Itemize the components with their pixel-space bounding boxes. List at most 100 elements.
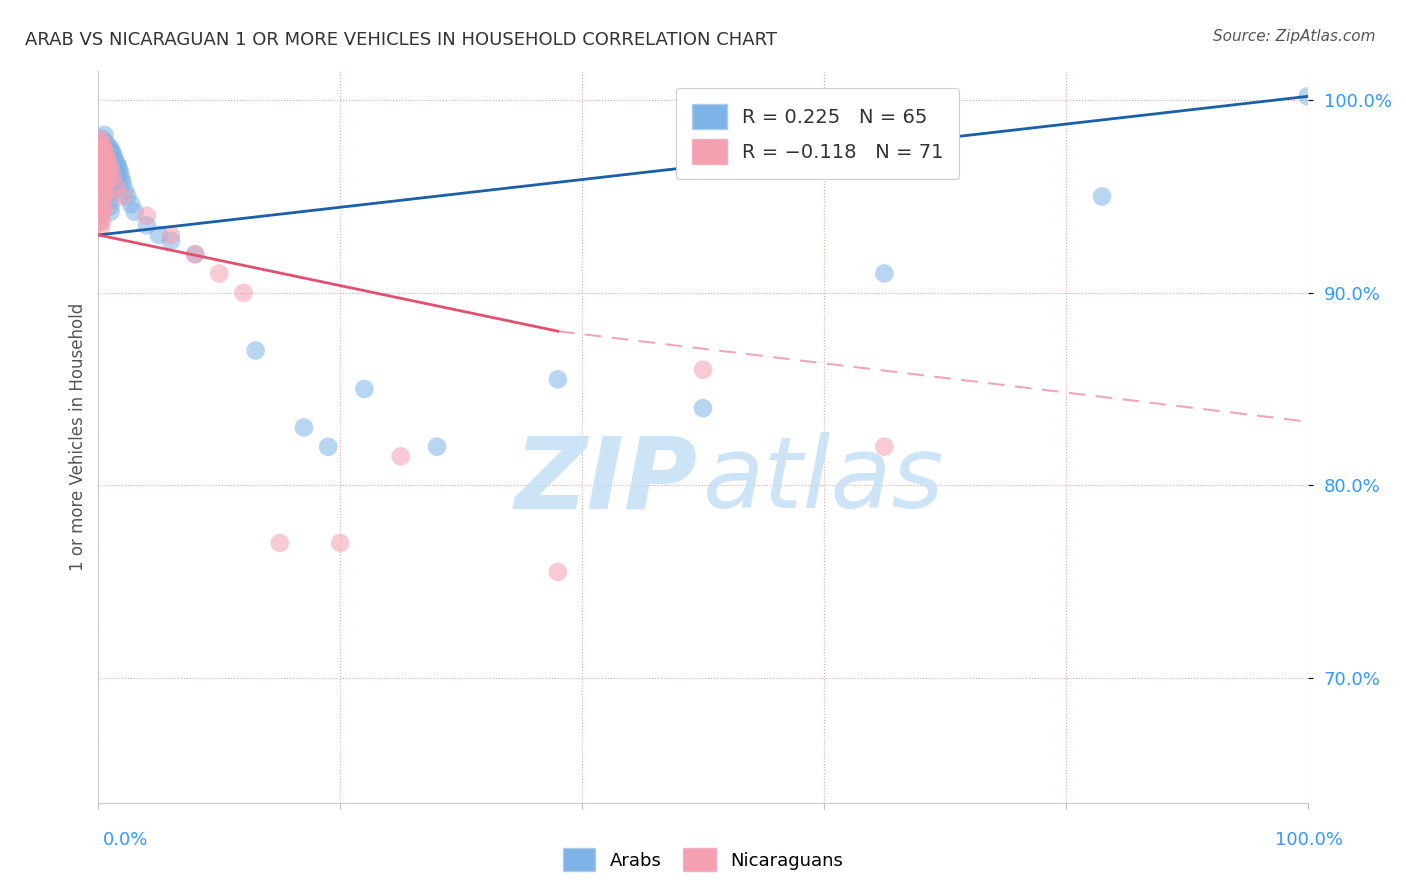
Point <box>96 162 118 177</box>
Point <box>100 178 122 192</box>
Point <box>98 170 121 185</box>
Point <box>94 159 117 173</box>
Point <box>389 450 412 464</box>
Point <box>160 234 183 248</box>
Point <box>100 162 122 177</box>
Point <box>87 216 110 230</box>
Point <box>110 172 132 186</box>
Point <box>93 178 115 192</box>
Point <box>97 159 120 173</box>
Point <box>87 159 110 173</box>
Legend: R = 0.225   N = 65, R = −0.118   N = 71: R = 0.225 N = 65, R = −0.118 N = 71 <box>676 88 959 179</box>
Point <box>91 147 114 161</box>
Point <box>100 174 122 188</box>
Point <box>90 162 112 177</box>
Point <box>97 154 120 169</box>
Point <box>104 154 127 169</box>
Point <box>316 440 339 454</box>
Point <box>124 205 146 219</box>
Point <box>105 169 128 183</box>
Point <box>98 159 121 173</box>
Point <box>89 154 111 169</box>
Point <box>91 201 114 215</box>
Point <box>100 141 122 155</box>
Point <box>89 132 111 146</box>
Point <box>108 166 131 180</box>
Point <box>94 186 117 200</box>
Point <box>91 136 114 150</box>
Point <box>97 151 120 165</box>
Point <box>94 170 117 185</box>
Text: 0.0%: 0.0% <box>103 831 148 849</box>
Point <box>94 136 117 150</box>
Text: atlas: atlas <box>703 433 945 530</box>
Point <box>91 137 114 152</box>
Point <box>96 151 118 165</box>
Point <box>91 170 114 185</box>
Point <box>111 189 134 203</box>
Point <box>100 154 122 169</box>
Point <box>114 184 136 198</box>
Legend: Arabs, Nicaraguans: Arabs, Nicaraguans <box>555 841 851 879</box>
Text: ZIP: ZIP <box>515 433 697 530</box>
Point <box>426 440 449 454</box>
Point <box>89 143 111 157</box>
Text: 100.0%: 100.0% <box>1275 831 1343 849</box>
Point <box>97 170 120 185</box>
Point <box>105 157 128 171</box>
Point <box>97 166 120 180</box>
Point <box>93 166 115 180</box>
Point <box>90 186 112 200</box>
Point <box>89 178 111 192</box>
Point <box>101 166 124 180</box>
Y-axis label: 1 or more Vehicles in Household: 1 or more Vehicles in Household <box>69 303 87 571</box>
Point <box>96 154 118 169</box>
Point <box>353 382 375 396</box>
Point <box>107 170 129 185</box>
Point <box>100 145 122 160</box>
Point <box>90 209 112 223</box>
Point <box>91 159 114 173</box>
Point <box>93 201 115 215</box>
Point <box>120 197 142 211</box>
Point <box>105 179 128 194</box>
Point <box>100 186 122 200</box>
Point <box>101 170 124 185</box>
Point <box>104 164 127 178</box>
Point <box>91 176 114 190</box>
Point <box>89 212 111 227</box>
Point <box>103 151 125 165</box>
Point <box>100 161 122 175</box>
Text: ARAB VS NICARAGUAN 1 OR MORE VEHICLES IN HOUSEHOLD CORRELATION CHART: ARAB VS NICARAGUAN 1 OR MORE VEHICLES IN… <box>25 31 778 49</box>
Point <box>93 154 115 169</box>
Point <box>91 214 114 228</box>
Point <box>160 227 183 242</box>
Point <box>101 147 124 161</box>
Point <box>90 220 112 235</box>
Point <box>87 147 110 161</box>
Point <box>1091 189 1114 203</box>
Point <box>184 247 207 261</box>
Point <box>98 179 121 194</box>
Point <box>93 143 115 157</box>
Point <box>94 147 117 161</box>
Point <box>98 154 121 169</box>
Point <box>87 136 110 150</box>
Point <box>103 161 125 175</box>
Text: Source: ZipAtlas.com: Source: ZipAtlas.com <box>1212 29 1375 44</box>
Point <box>692 401 714 416</box>
Point <box>89 201 111 215</box>
Point <box>108 162 131 177</box>
Point <box>292 420 315 434</box>
Point <box>87 182 110 196</box>
Point <box>96 147 118 161</box>
Point <box>100 199 122 213</box>
Point <box>97 139 120 153</box>
Point <box>103 182 125 196</box>
Point <box>135 219 157 233</box>
Point <box>96 174 118 188</box>
Point <box>93 128 115 142</box>
Point <box>91 164 114 178</box>
Point <box>547 565 569 579</box>
Point <box>91 182 114 196</box>
